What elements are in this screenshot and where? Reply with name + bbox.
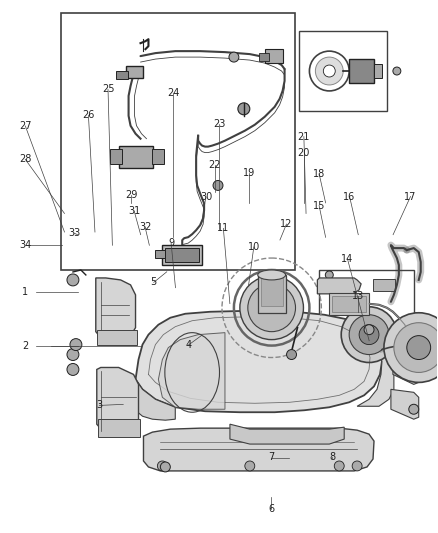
Text: 18: 18 [313,169,325,179]
Text: 20: 20 [298,148,310,158]
Circle shape [384,313,438,382]
Text: 3: 3 [96,400,102,410]
Circle shape [393,67,401,75]
Ellipse shape [258,270,286,280]
Bar [373,279,395,291]
Circle shape [213,181,223,190]
Circle shape [229,52,239,62]
Text: 15: 15 [313,200,325,211]
Bar [259,53,268,61]
Circle shape [364,325,374,335]
Bar [119,146,153,167]
Text: 6: 6 [268,504,274,514]
Bar [300,31,387,111]
Text: 27: 27 [19,121,32,131]
Text: 31: 31 [128,206,140,216]
Circle shape [352,461,362,471]
Bar [258,275,286,313]
Polygon shape [357,348,394,406]
Circle shape [248,284,296,332]
Text: 22: 22 [208,160,221,169]
Text: 14: 14 [341,254,353,263]
Bar [349,59,374,83]
Bar [98,419,140,437]
Bar [329,293,369,315]
Text: 10: 10 [248,242,260,252]
Circle shape [67,364,79,375]
Text: 30: 30 [200,191,212,201]
Text: 13: 13 [352,290,364,301]
Circle shape [240,276,304,340]
Polygon shape [318,278,361,294]
Circle shape [67,349,79,360]
Polygon shape [134,379,175,420]
Circle shape [334,461,344,471]
Bar [162,245,202,265]
Circle shape [349,315,389,354]
Circle shape [245,461,255,471]
Bar [61,13,294,270]
Text: 19: 19 [243,168,255,177]
Text: 7: 7 [268,453,274,463]
Circle shape [359,325,379,345]
Polygon shape [96,278,135,340]
Bar [165,248,199,262]
Circle shape [407,336,431,360]
Bar [126,66,144,78]
Circle shape [394,322,438,373]
Text: 9: 9 [168,238,174,248]
Circle shape [238,103,250,115]
Polygon shape [393,360,419,384]
Text: 24: 24 [167,87,180,98]
Text: 25: 25 [102,84,114,94]
Text: 33: 33 [68,228,80,238]
Circle shape [409,404,419,414]
Text: 29: 29 [125,190,137,200]
Circle shape [286,350,297,360]
Bar [97,330,137,345]
Circle shape [67,274,79,286]
Text: 34: 34 [19,240,32,251]
Bar [155,250,165,258]
Bar [261,278,283,306]
Text: 5: 5 [151,277,157,287]
Polygon shape [159,333,225,409]
Text: 28: 28 [19,155,32,164]
Text: 21: 21 [298,132,310,142]
Text: 1: 1 [22,287,28,297]
Circle shape [309,51,349,91]
Polygon shape [97,367,138,433]
Text: 32: 32 [139,222,151,232]
Text: 2: 2 [22,341,28,351]
Text: 16: 16 [343,191,356,201]
Circle shape [325,271,333,279]
Polygon shape [391,389,419,419]
Bar [332,296,366,312]
Text: 12: 12 [280,219,293,229]
Bar [110,149,122,164]
Circle shape [160,462,170,472]
Text: 11: 11 [217,223,230,233]
Text: 23: 23 [213,119,225,130]
Bar [116,71,127,79]
Circle shape [315,57,343,85]
Circle shape [341,307,397,362]
Text: 4: 4 [185,340,191,350]
Text: 26: 26 [82,110,95,120]
Text: 8: 8 [329,453,335,463]
Polygon shape [230,424,344,444]
Circle shape [157,461,167,471]
Polygon shape [144,428,374,471]
Polygon shape [135,311,382,412]
Bar [265,49,283,63]
Bar [374,64,382,78]
Text: 17: 17 [404,191,417,201]
Bar [152,149,164,164]
Circle shape [323,65,335,77]
Bar [319,270,414,369]
Circle shape [70,338,82,351]
